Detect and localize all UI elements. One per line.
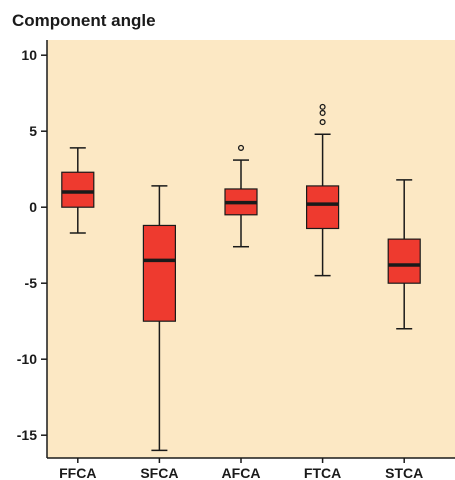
box-ffca: [61, 147, 95, 234]
iqr-box: [306, 185, 340, 230]
y-tick-label: -5: [25, 275, 38, 291]
y-tick-label: 5: [29, 123, 37, 139]
y-tick-label: -15: [17, 427, 37, 443]
x-tick-label-afca: AFCA: [222, 465, 261, 480]
box-sfca: [142, 185, 176, 452]
x-tick-label-sfca: SFCA: [140, 465, 178, 480]
y-tick-label: 0: [29, 199, 37, 215]
x-axis: FFCA SFCA AFCA FTCA STCA: [47, 457, 455, 480]
iqr-box: [142, 224, 176, 322]
boxplot-series: [61, 103, 421, 452]
y-tick-label: 10: [21, 47, 37, 63]
y-axis: 10 5 0 -5 -10 -15: [17, 40, 48, 458]
outlier-point: [319, 119, 326, 126]
iqr-box: [61, 171, 95, 208]
iqr-box: [387, 238, 421, 284]
x-tick-label-ffca: FFCA: [59, 465, 96, 480]
outlier-point: [237, 144, 245, 151]
box-stca: [387, 179, 421, 330]
x-tick-label-stca: STCA: [385, 465, 423, 480]
plot-background: [47, 40, 455, 458]
outlier-point: [319, 109, 326, 117]
box-ftca: [306, 103, 340, 277]
y-tick-label: -10: [17, 351, 37, 367]
chart-title: Component angle: [12, 11, 156, 30]
outlier-point: [319, 103, 326, 110]
box-afca: [224, 144, 258, 248]
x-tick-label-ftca: FTCA: [304, 465, 341, 480]
